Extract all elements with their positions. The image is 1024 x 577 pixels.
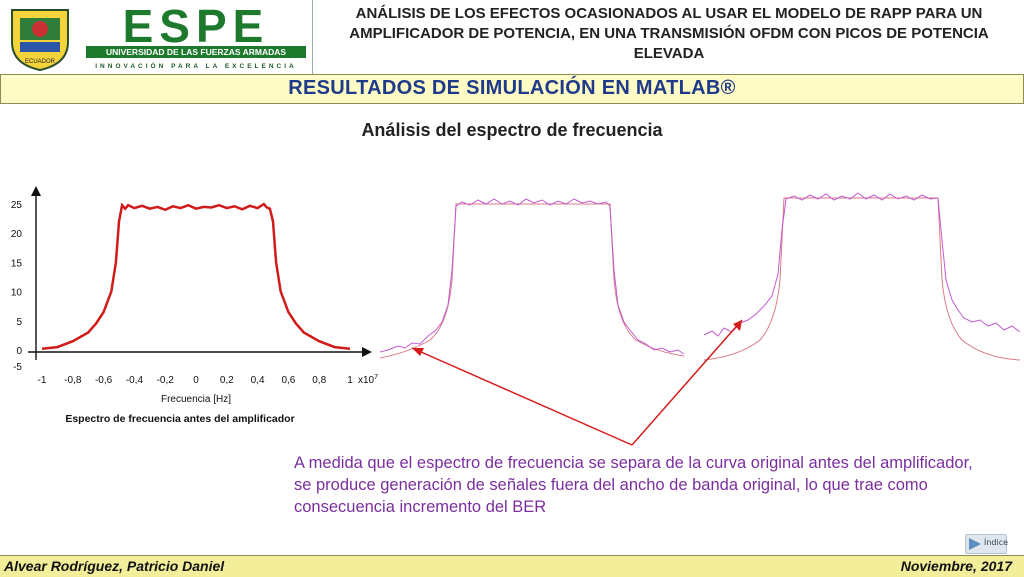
x-tick-label: 0,6: [281, 375, 295, 386]
y-tick-label: 10: [11, 288, 23, 299]
footer: Alvear Rodríguez, Patricio Daniel Noviem…: [0, 555, 1024, 577]
y-axis-arrow-icon: [31, 186, 41, 196]
spectrum-original-curve-middle: [379, 203, 685, 359]
index-button[interactable]: Índice: [965, 534, 1009, 554]
x-tick-label: 0,4: [251, 375, 265, 386]
banner-title: RESULTADOS DE SIMULACIÓN EN MATLAB®: [288, 77, 736, 99]
arrowhead-left-icon: [412, 348, 424, 356]
spectrum-chart: -5 0 5 10 15 20 25 -1 -0,8 -0,6 -0,4 -0,2 0 0,2 0,4 0,6…: [11, 186, 378, 405]
x-multiplier-exp: 7: [374, 374, 378, 381]
explanation-text: A medida que el espectro de frecuencia s…: [294, 454, 973, 516]
x-tick-label: 0,8: [312, 375, 326, 386]
spectrum-amplified-curve-right: [703, 192, 1021, 337]
annotation-arrow-right: [631, 319, 743, 446]
series-line: [41, 202, 351, 351]
university-seal-icon: ECUADOR: [11, 9, 69, 72]
section-banner: RESULTADOS DE SIMULACIÓN EN MATLAB®: [0, 74, 1024, 104]
play-arrow-icon: [969, 538, 981, 550]
header: ECUADOR ESPE UNIVERSIDAD DE LAS FUERZAS …: [0, 0, 1024, 74]
spectrum-amplified-curve-middle: [379, 198, 685, 355]
x-multiplier: x107: [358, 374, 378, 386]
footer-date: Noviembre, 2017: [900, 558, 1012, 574]
x-tick-label: -0,4: [126, 375, 144, 386]
x-axis-arrow-icon: [362, 347, 372, 357]
x-tick-label: -0,6: [95, 375, 113, 386]
y-tick-label: 20: [11, 229, 23, 240]
header-title: ANÁLISIS DE LOS EFECTOS OCASIONADOS AL U…: [349, 5, 989, 62]
x-tick-label: -0,8: [64, 375, 82, 386]
x-tick-label: 1: [347, 375, 353, 386]
y-tick-label: 25: [11, 200, 23, 211]
logo-area: ECUADOR ESPE UNIVERSIDAD DE LAS FUERZAS …: [0, 0, 313, 74]
index-button-label: Índice: [984, 538, 1009, 547]
x-axis-label: Frecuencia [Hz]: [161, 394, 231, 405]
x-tick-label: 0,2: [220, 375, 234, 386]
brand-tagline: INNOVACIÓN PARA LA EXCELENCIA: [95, 61, 296, 70]
seal-text: ECUADOR: [25, 59, 56, 65]
y-tick-label: -5: [13, 362, 22, 373]
x-tick-label: -0,2: [157, 375, 175, 386]
x-tick-label: 0: [193, 375, 199, 386]
page-subtitle: Análisis del espectro de frecuencia: [361, 120, 663, 140]
x-tick-label: -1: [38, 375, 47, 386]
footer-author: Alvear Rodríguez, Patricio Daniel: [4, 558, 225, 574]
axis-lines: [28, 192, 368, 360]
y-tick-label: 5: [16, 317, 22, 328]
espe-logo: ESPE UNIVERSIDAD DE LAS FUERZAS ARMADAS …: [86, 2, 306, 70]
annotation-arrow-left: [411, 347, 633, 446]
x-multiplier-base: x10: [358, 375, 375, 386]
brand-name: ESPE: [123, 2, 270, 52]
spectrum-original-curve-right: [703, 197, 1021, 361]
arrowhead-right-icon: [733, 320, 742, 331]
y-tick-label: 15: [11, 258, 23, 269]
brand-university: UNIVERSIDAD DE LAS FUERZAS ARMADAS: [106, 47, 286, 57]
y-tick-label: 0: [16, 346, 22, 357]
chart-caption: Espectro de frecuencia antes del amplifi…: [65, 413, 295, 425]
